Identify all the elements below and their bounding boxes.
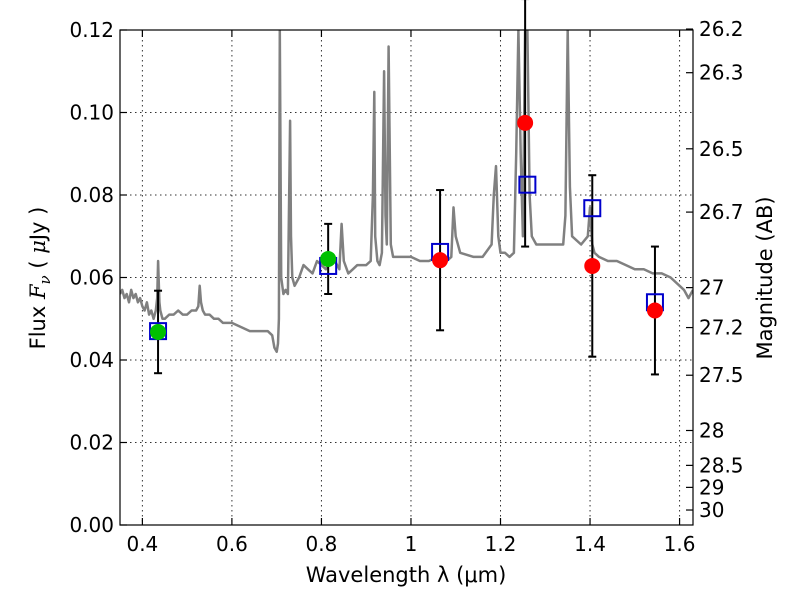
y-tick-label: 0.00	[69, 513, 114, 537]
observed-points	[150, 114, 663, 340]
y-tick-label: 0.10	[69, 101, 114, 125]
y2-tick-label: 27.2	[699, 316, 744, 340]
y-axis: 0.00 0.02 0.04 0.06 0.08 0.10 0.12	[69, 18, 127, 537]
y2-tick-label: 26.3	[699, 61, 744, 85]
observed-point-green	[320, 250, 337, 267]
y2-tick-label: 27	[699, 276, 724, 300]
observed-point-red	[432, 252, 449, 269]
y2-tick-label: 27.5	[699, 363, 744, 387]
x-tick-label: 1.2	[485, 532, 517, 556]
y-tick-label: 0.04	[69, 348, 114, 372]
y2-tick-label: 28.5	[699, 453, 744, 477]
y-tick-label: 0.08	[69, 183, 114, 207]
y2-axis-label: Magnitude (AB)	[753, 196, 777, 359]
observed-point-red	[584, 257, 601, 274]
x-tick-label: 0.6	[216, 532, 248, 556]
y2-tick-label: 28	[699, 419, 724, 443]
y-tick-label: 0.06	[69, 266, 114, 290]
y-tick-label: 0.12	[69, 18, 114, 42]
observed-point-green	[150, 323, 167, 340]
model-square-marker	[583, 199, 602, 218]
y2-tick-label: 26.2	[699, 17, 744, 41]
x-tick-label: 1.6	[664, 532, 696, 556]
y-axis-label: Flux Fν ( μJy )	[26, 207, 54, 350]
observed-point-red	[646, 302, 663, 319]
y2-tick-label: 26.5	[699, 137, 744, 161]
x-axis-label: Wavelength λ (μm)	[306, 563, 507, 587]
y-tick-label: 0.02	[69, 431, 114, 455]
x-tick-label: 0.4	[126, 532, 158, 556]
observed-point-red	[517, 114, 534, 131]
x-tick-label: 0.8	[306, 532, 338, 556]
y2-tick-label: 26.7	[699, 200, 744, 224]
spectrum-line	[120, 30, 693, 354]
y2-tick-label: 30	[699, 498, 724, 522]
y2-tick-label: 29	[699, 475, 724, 499]
x-tick-label: 1.4	[574, 532, 606, 556]
x-axis: 0.4 0.6 0.8 1 1.2 1.4 1.6	[126, 30, 695, 556]
x-tick-label: 1	[405, 532, 418, 556]
model-square-marker	[518, 175, 537, 194]
